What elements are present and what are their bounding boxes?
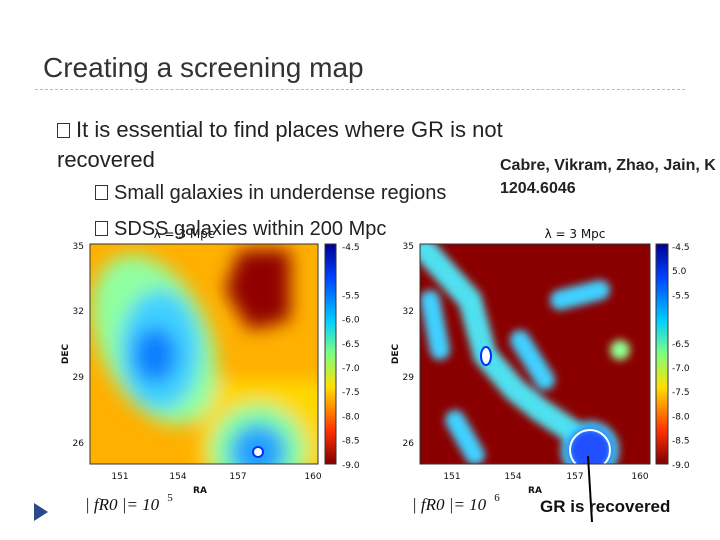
map-label: λ = 3 Mpc xyxy=(545,227,606,241)
plot-frame xyxy=(89,243,319,465)
y-tick-label: 32 xyxy=(403,307,414,317)
x-tick-label: 151 xyxy=(443,472,460,482)
caption-exponent: 6 xyxy=(494,492,500,504)
colorbar-tick-label: -4.5 xyxy=(672,243,690,253)
citation-authors: Cabre, Vikram, Zhao, Jain, K xyxy=(500,157,716,174)
caption: | fR0 |= 10 6 xyxy=(412,492,500,514)
colorbar-tick-label: -9.0 xyxy=(342,461,360,471)
colorbar-tick-label: -5.5 xyxy=(342,291,360,301)
sub-bullet-text: SDSS galaxies within 200 Mpc xyxy=(114,218,387,240)
map-image xyxy=(420,244,650,464)
bullet-marker xyxy=(57,123,70,138)
colorbar-tick-label: -5.5 xyxy=(672,291,690,301)
y-axis-label: DEC xyxy=(391,343,401,364)
x-tick-label: 154 xyxy=(504,472,521,482)
bullet-text: It is essential to find places where GR … xyxy=(57,117,503,172)
x-tick-label: 160 xyxy=(304,472,321,482)
y-tick-label: 35 xyxy=(403,242,414,252)
citation-arxiv: 1204.6046 xyxy=(500,180,576,197)
y-tick-label: 35 xyxy=(73,242,84,252)
colorbar xyxy=(655,243,669,465)
colorbar-tick-label: 5.0 xyxy=(672,267,687,277)
colorbar-tick-label: -7.5 xyxy=(672,388,690,398)
bullet: It is essential to find places where GR … xyxy=(57,115,597,175)
colorbar-tick-label: -8.0 xyxy=(672,412,690,422)
caption-base: | fR0 |= 10 xyxy=(85,495,160,514)
sub-bullet: Small galaxies in underdense regions xyxy=(95,182,446,205)
caption-exponent: 5 xyxy=(167,492,173,504)
map-image xyxy=(90,244,318,464)
colorbar-tick-label: -6.5 xyxy=(672,340,690,350)
colorbar xyxy=(324,243,337,465)
y-tick-label: 26 xyxy=(73,439,85,449)
colorbar-tick-label: -6.0 xyxy=(342,316,360,326)
y-axis-label: DEC xyxy=(61,343,71,364)
colorbar-tick-label: -7.5 xyxy=(342,388,360,398)
y-tick-label: 26 xyxy=(403,439,415,449)
x-tick-label: 160 xyxy=(631,472,648,482)
arrow xyxy=(587,455,593,523)
sub-bullet-text: Small galaxies in underdense regions xyxy=(114,182,447,204)
bullet-marker xyxy=(95,221,108,236)
y-tick-label: 29 xyxy=(403,373,415,383)
colorbar-tick-label: -9.0 xyxy=(672,461,690,471)
colorbar-tick-label: -7.0 xyxy=(342,364,360,374)
x-axis-label: RA xyxy=(193,486,207,496)
slide-title: Creating a screening map xyxy=(43,52,364,83)
sub-bullet: SDSS galaxies within 200 Mpc xyxy=(95,218,386,241)
colorbar-tick-label: -8.5 xyxy=(342,437,360,447)
divider xyxy=(35,89,685,90)
colorbar-tick-label: -8.5 xyxy=(672,437,690,447)
plot-frame xyxy=(419,243,651,465)
y-tick-label: 29 xyxy=(73,373,85,383)
bullet-marker xyxy=(95,185,108,200)
x-tick-label: 154 xyxy=(169,472,186,482)
annotation: GR is recovered xyxy=(540,497,671,516)
x-tick-label: 157 xyxy=(229,472,246,482)
x-tick-label: 157 xyxy=(566,472,583,482)
caption: | fR0 |= 10 5 xyxy=(85,492,173,514)
map-label: λ = 3 Mpc xyxy=(154,227,215,241)
colorbar-tick-label: -6.5 xyxy=(342,340,360,350)
colorbar-tick-label: -4.5 xyxy=(342,243,360,253)
caption-base: | fR0 |= 10 xyxy=(412,495,487,514)
x-tick-label: 151 xyxy=(111,472,128,482)
y-tick-label: 32 xyxy=(73,307,84,317)
x-axis-label: RA xyxy=(528,486,542,496)
colorbar-tick-label: -8.0 xyxy=(342,412,360,422)
colorbar-tick-label: -7.0 xyxy=(672,364,690,374)
